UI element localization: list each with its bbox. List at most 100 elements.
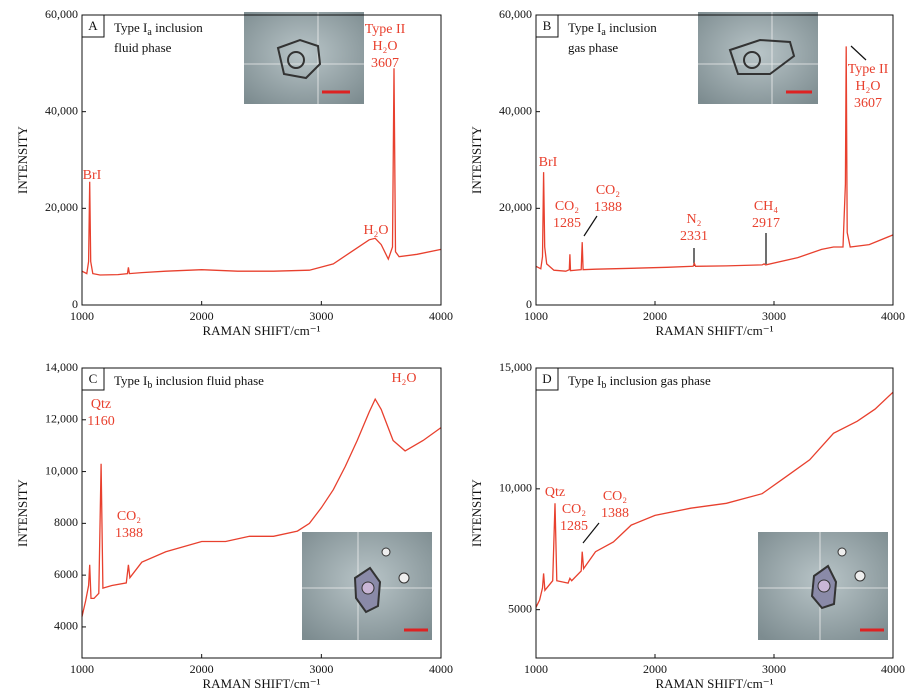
- peak-annotation: 1160: [87, 414, 114, 429]
- x-tick-label: 2000: [190, 662, 214, 676]
- x-tick-label: 1000: [524, 309, 548, 323]
- y-tick-label: 6000: [54, 567, 78, 581]
- title-part: Type I: [114, 373, 147, 388]
- peak-annotation: CO₂: [603, 489, 627, 504]
- x-tick-label: 3000: [309, 309, 333, 323]
- peak-annotation: H₂O: [363, 223, 388, 238]
- x-tick-label: 1000: [70, 662, 94, 676]
- y-tick-label: 15,000: [499, 360, 532, 374]
- peak-annotation: 2917: [752, 216, 780, 231]
- x-tick-label: 4000: [429, 309, 453, 323]
- panel-letter-box: [535, 367, 559, 391]
- peak-annotation: Qtz: [545, 485, 565, 500]
- title-part: Type I: [114, 20, 147, 35]
- panel-title: Type Ib inclusion gas phase: [568, 373, 711, 391]
- spectrum-line: [81, 68, 442, 276]
- panel-letter: B: [543, 18, 552, 33]
- y-tick-label: 14,000: [45, 360, 78, 374]
- y-tick-label: 20,000: [499, 200, 532, 214]
- y-tick-label: 5000: [508, 601, 532, 615]
- x-tick-label: 4000: [881, 309, 905, 323]
- panel-subtitle: fluid phase: [114, 40, 172, 55]
- x-tick-label: 3000: [762, 309, 786, 323]
- peak-annotation: Type II: [365, 22, 406, 37]
- x-axis-label: RAMAN SHIFT/cm⁻¹: [655, 323, 773, 338]
- title-part: a: [601, 27, 606, 38]
- spectrum-line: [535, 391, 894, 608]
- x-axis-label: RAMAN SHIFT/cm⁻¹: [655, 676, 773, 691]
- peak-annotation: CH₄: [754, 199, 778, 214]
- leader-lines: [582, 45, 867, 544]
- y-tick-label: 8000: [54, 515, 78, 529]
- plot-frame: [81, 14, 442, 306]
- y-axis-label: INTENSITY: [15, 125, 30, 193]
- inset-photo: [244, 12, 364, 104]
- peak-annotation: 2331: [680, 229, 708, 244]
- peak-annotation: CO₂: [555, 199, 579, 214]
- x-tick-label: 2000: [643, 662, 667, 676]
- panel-title: Type Ib inclusion fluid phase: [114, 373, 264, 391]
- spectrum-line: [535, 46, 894, 272]
- y-tick-label: 40,000: [45, 103, 78, 117]
- peak-annotation: H₂O: [372, 39, 397, 54]
- y-tick-label: 60,000: [499, 7, 532, 21]
- peak-annotation: 1388: [594, 200, 622, 215]
- panel-letter-box: [81, 14, 105, 38]
- inset-photo: [758, 532, 888, 640]
- y-tick-label: 0: [526, 297, 532, 311]
- plot-frame: [535, 14, 894, 306]
- y-axis-label: INTENSITY: [469, 125, 484, 193]
- x-axis-label: RAMAN SHIFT/cm⁻¹: [202, 676, 320, 691]
- x-tick-label: 3000: [762, 662, 786, 676]
- title-part: Type I: [568, 20, 601, 35]
- peak-annotation: CO₂: [596, 183, 620, 198]
- y-tick-label: 10,000: [45, 463, 78, 477]
- peak-annotation: Qtz: [91, 397, 111, 412]
- y-tick-label: 10,000: [499, 481, 532, 495]
- panel-subtitle: gas phase: [568, 40, 618, 55]
- inset-photo: [698, 12, 818, 104]
- y-tick-label: 60,000: [45, 7, 78, 21]
- y-axis-label: INTENSITY: [469, 478, 484, 546]
- peak-annotation: H₂O: [391, 371, 416, 386]
- title-part: b: [601, 380, 606, 391]
- peak-annotation: 1285: [553, 216, 581, 231]
- peak-annotation: Type II: [848, 62, 889, 77]
- panel-title: Type Ia inclusion: [114, 20, 203, 38]
- y-tick-label: 4000: [54, 619, 78, 633]
- y-axis-label: INTENSITY: [15, 478, 30, 546]
- x-tick-label: 2000: [190, 309, 214, 323]
- peak-annotation: H₂O: [855, 79, 880, 94]
- plot-frame: [535, 367, 894, 659]
- y-tick-label: 0: [72, 297, 78, 311]
- panel-title: Type Ia inclusion: [568, 20, 657, 38]
- x-axis-label: RAMAN SHIFT/cm⁻¹: [202, 323, 320, 338]
- x-tick-label: 4000: [881, 662, 905, 676]
- panel-letter-box: [535, 14, 559, 38]
- spectrum-line: [81, 397, 442, 617]
- plot-frame: [81, 367, 442, 659]
- title-part: inclusion: [606, 20, 657, 35]
- panel-letter: A: [88, 18, 98, 33]
- peak-annotation: 1285: [560, 519, 588, 534]
- peak-annotation: BrI: [83, 168, 102, 183]
- inset-photo: [302, 532, 432, 640]
- peak-annotation: N₂: [687, 212, 702, 227]
- peak-annotation: 3607: [371, 56, 399, 71]
- panel-letter: D: [542, 371, 551, 386]
- x-tick-label: 1000: [524, 662, 548, 676]
- panel-letter-box: [81, 367, 105, 391]
- title-part: inclusion: [152, 20, 203, 35]
- title-part: inclusion gas phase: [606, 373, 711, 388]
- peak-annotation: CO₂: [562, 502, 586, 517]
- peak-annotation: 1388: [601, 506, 629, 521]
- panel-letter: C: [89, 371, 98, 386]
- title-part: Type I: [568, 373, 601, 388]
- x-tick-label: 3000: [309, 662, 333, 676]
- x-tick-label: 1000: [70, 309, 94, 323]
- title-part: a: [147, 27, 152, 38]
- peak-annotation: 1388: [115, 526, 143, 541]
- y-tick-label: 20,000: [45, 200, 78, 214]
- peak-annotation: 3607: [854, 96, 882, 111]
